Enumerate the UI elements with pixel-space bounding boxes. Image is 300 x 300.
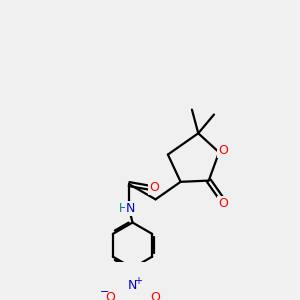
Text: O: O: [149, 181, 159, 194]
Text: N: N: [128, 279, 137, 292]
Text: O: O: [150, 291, 160, 300]
Text: −: −: [100, 287, 110, 298]
Text: O: O: [105, 291, 115, 300]
Text: O: O: [218, 144, 228, 157]
Text: H: H: [118, 202, 127, 215]
Text: O: O: [219, 197, 229, 210]
Text: +: +: [134, 276, 142, 286]
Text: N: N: [126, 202, 136, 215]
